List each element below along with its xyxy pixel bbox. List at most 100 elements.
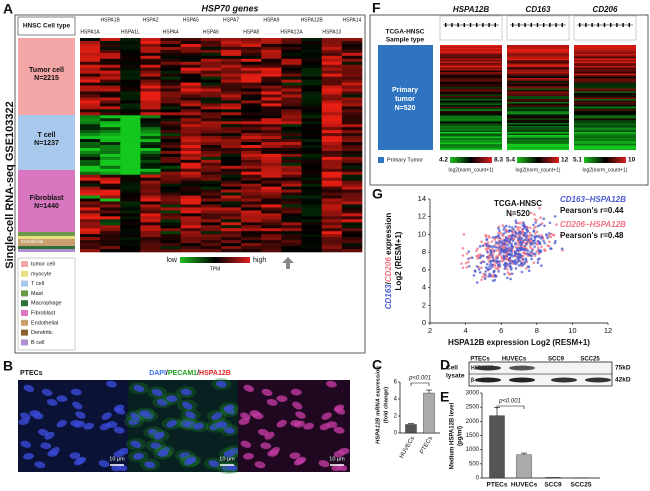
heat-cell xyxy=(180,156,202,161)
heat-cell xyxy=(341,103,363,107)
heat-row xyxy=(440,87,502,89)
heat-row xyxy=(507,141,569,143)
heat-cell xyxy=(221,222,242,226)
heat-cell xyxy=(301,213,323,217)
heat-row xyxy=(440,117,502,119)
heat-cell xyxy=(180,159,202,164)
heat-cell xyxy=(221,216,242,220)
heat-row xyxy=(440,84,502,86)
heat-row xyxy=(507,96,569,98)
scatter-texture xyxy=(464,261,468,265)
panel-label: D xyxy=(440,357,450,373)
heat-row xyxy=(574,136,636,139)
scatter-texture xyxy=(536,224,540,228)
exon xyxy=(561,23,563,27)
heat-row xyxy=(440,123,502,125)
heat-cell xyxy=(200,49,222,54)
scatter-texture xyxy=(543,249,547,252)
correlation: Pearson's r=0.44 xyxy=(560,206,624,215)
scale-min: 5.4 xyxy=(506,157,515,164)
heat-cell xyxy=(120,168,141,173)
heat-row xyxy=(440,61,502,64)
scatter-texture xyxy=(526,249,530,252)
nucleus xyxy=(69,452,81,459)
heat-cell xyxy=(301,195,323,199)
heat-cell xyxy=(301,130,323,134)
scatter-texture xyxy=(473,270,477,273)
heat-cell xyxy=(321,115,343,119)
heat-row xyxy=(574,78,636,80)
error-bar xyxy=(408,423,414,425)
heat-cell xyxy=(281,198,302,202)
heat-row xyxy=(574,100,636,103)
heat-cell xyxy=(140,180,161,184)
exon xyxy=(488,23,490,27)
scatter-texture xyxy=(514,235,517,239)
heat-cell xyxy=(100,76,121,80)
heat-cell xyxy=(241,159,262,164)
heat-row xyxy=(574,45,636,47)
heat-row xyxy=(574,97,636,100)
scale-min: 5.1 xyxy=(573,157,582,164)
heat-row xyxy=(574,118,636,121)
blot-band xyxy=(509,365,535,371)
heat-cell xyxy=(120,70,141,74)
panel-label: C xyxy=(372,357,382,373)
heat-cell xyxy=(261,168,282,173)
heat-row xyxy=(574,103,636,106)
heat-cell xyxy=(301,91,323,95)
scatter-texture xyxy=(519,246,523,249)
heat-cell xyxy=(261,249,282,253)
scatter-texture xyxy=(486,250,489,254)
y-tick-label: 4 xyxy=(422,283,426,292)
color-scale xyxy=(180,257,250,263)
heat-cell xyxy=(241,121,262,125)
gene-label: HSPA12A xyxy=(280,29,303,35)
heat-cell xyxy=(200,94,222,98)
heat-cell xyxy=(221,189,242,193)
heat-cell xyxy=(160,222,182,226)
heat-cell xyxy=(221,46,242,51)
heat-cell xyxy=(140,186,161,190)
exon xyxy=(603,23,606,27)
heat-cell xyxy=(100,180,121,184)
heat-cell xyxy=(180,79,202,83)
scatter-texture xyxy=(487,246,490,250)
heat-cell xyxy=(301,142,323,146)
heat-cell xyxy=(180,46,202,51)
scatter-texture xyxy=(518,226,522,229)
heat-cell xyxy=(120,171,141,176)
heat-row xyxy=(574,124,636,127)
heat-cell xyxy=(261,183,282,187)
heat-cell xyxy=(140,243,161,247)
heat-cell xyxy=(80,100,101,104)
heat-row xyxy=(507,99,569,101)
legend-swatch xyxy=(21,270,28,277)
y-tick-label: 12 xyxy=(418,212,426,221)
heat-row xyxy=(507,147,569,149)
heat-cell xyxy=(120,246,141,250)
heat-row xyxy=(440,76,502,79)
nucleus xyxy=(208,460,220,468)
y-tick-label: 1500 xyxy=(466,433,480,439)
scatter-texture xyxy=(484,270,488,273)
heat-cell xyxy=(160,183,182,187)
scatter-texture xyxy=(508,252,512,256)
heat-cell xyxy=(160,52,182,57)
heat-row xyxy=(440,49,502,52)
heat-cell xyxy=(321,55,343,60)
nucleus xyxy=(289,452,301,459)
gene-label: HSPA13 xyxy=(322,29,341,35)
scatter-texture xyxy=(521,230,525,234)
heat-cell xyxy=(160,106,182,110)
heat-cell xyxy=(160,94,182,98)
heat-cell xyxy=(321,94,343,98)
heat-cell xyxy=(241,130,262,134)
column-label: SCC9 xyxy=(548,357,565,363)
scatter-texture xyxy=(532,239,535,243)
heat-cell xyxy=(120,38,141,42)
scatter-texture xyxy=(522,234,526,237)
heat-cell xyxy=(241,88,262,92)
heat-cell xyxy=(341,91,363,95)
heat-row xyxy=(574,49,636,52)
